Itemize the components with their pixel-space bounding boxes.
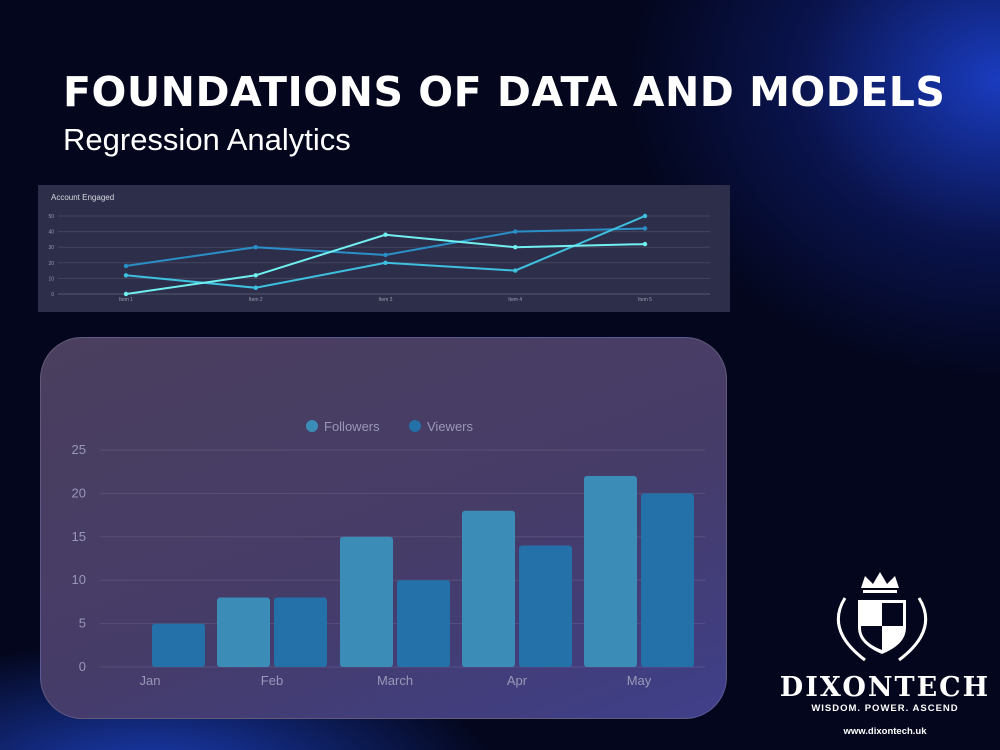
legend-label: Viewers xyxy=(427,419,474,434)
x-tick-label: Item 5 xyxy=(638,297,652,303)
data-point xyxy=(513,268,518,273)
bar-followers xyxy=(584,476,637,667)
y-tick-label: 15 xyxy=(72,529,86,544)
legend-swatch xyxy=(306,420,318,432)
legend-label: Followers xyxy=(324,419,380,434)
data-point xyxy=(642,241,648,247)
data-point xyxy=(123,263,129,269)
bar-viewers xyxy=(152,623,205,667)
bar-followers xyxy=(462,510,515,667)
y-tick-label: 50 xyxy=(48,214,54,220)
bar-viewers xyxy=(397,580,450,667)
data-point xyxy=(253,285,258,290)
data-point xyxy=(513,229,518,234)
data-point xyxy=(513,245,518,250)
brand-tagline: WISDOM. POWER. ASCEND xyxy=(811,703,959,714)
data-point xyxy=(383,252,388,258)
bar-viewers xyxy=(519,545,572,667)
data-point xyxy=(642,213,648,219)
y-tick-label: 0 xyxy=(51,292,54,298)
x-tick-label: Apr xyxy=(507,673,528,688)
y-tick-label: 10 xyxy=(72,572,86,587)
crest-icon xyxy=(836,572,928,662)
x-tick-label: Item 4 xyxy=(508,297,522,303)
x-tick-label: Feb xyxy=(261,673,283,688)
x-tick-label: May xyxy=(627,673,652,688)
y-tick-label: 40 xyxy=(48,230,54,236)
bar-followers xyxy=(217,597,270,667)
x-tick-label: Jan xyxy=(140,673,161,688)
data-point xyxy=(383,260,388,265)
page-title: FOUNDATIONS OF DATA AND MODELS xyxy=(63,68,946,116)
line-chart-title: Account Engaged xyxy=(51,193,115,202)
x-tick-label: Item 2 xyxy=(249,297,263,303)
legend-swatch xyxy=(409,420,421,432)
data-point xyxy=(123,291,129,297)
brand-name: DIXONTECH xyxy=(779,672,991,703)
x-tick-label: March xyxy=(377,673,413,688)
y-tick-label: 30 xyxy=(48,245,54,251)
x-tick-label: Item 1 xyxy=(119,297,133,303)
page-subtitle: Regression Analytics xyxy=(63,122,351,157)
brand-url: www.dixontech.uk xyxy=(843,726,927,737)
bar-followers xyxy=(340,536,393,667)
data-point xyxy=(123,273,129,278)
y-tick-label: 5 xyxy=(79,616,86,631)
line-chart: Account Engaged 0 10 20 30 40 50 Item 1 Item 2 I… xyxy=(38,185,730,312)
bar-viewers xyxy=(641,493,694,667)
y-tick-label: 20 xyxy=(72,485,86,500)
y-tick-label: 25 xyxy=(72,442,86,457)
data-point xyxy=(253,245,258,250)
x-tick-label: Item 3 xyxy=(379,297,393,303)
y-tick-label: 20 xyxy=(48,261,54,267)
data-point xyxy=(253,273,258,278)
y-tick-label: 10 xyxy=(48,276,54,282)
data-point xyxy=(642,226,648,231)
bar-viewers xyxy=(274,597,327,667)
data-point xyxy=(383,232,388,237)
y-tick-label: 0 xyxy=(79,659,86,674)
dixontech-logo: DIXONTECH WISDOM. POWER. ASCEND www.dixo… xyxy=(770,560,1000,750)
line-chart-svg: 0 10 20 30 40 50 Item 1 Item 2 Item 3 Item 4 Item … xyxy=(48,213,710,303)
